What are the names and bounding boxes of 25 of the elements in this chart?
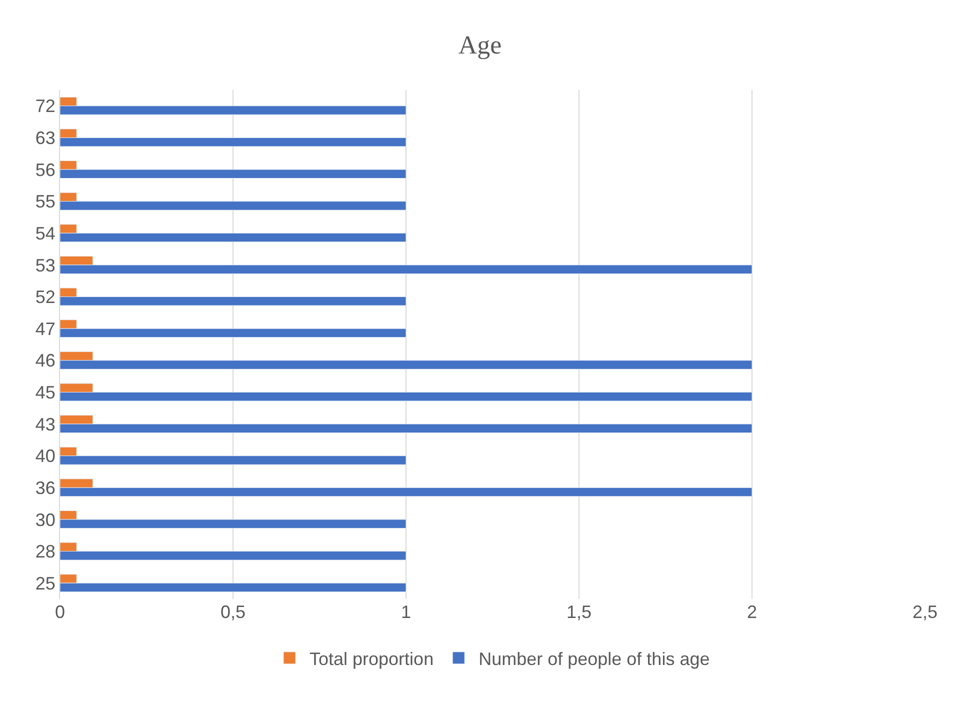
- y-tick-label: 56: [35, 160, 56, 180]
- y-tick-label: 43: [35, 414, 56, 434]
- y-tick-label: 46: [35, 350, 56, 371]
- y-tick-label: 53: [35, 255, 56, 276]
- legend-label: Total proportion: [310, 648, 434, 669]
- y-tick-label: 63: [35, 128, 56, 148]
- x-tick-label: 1: [400, 602, 412, 622]
- x-tick-label: 1,5: [566, 602, 592, 622]
- y-tick-label: 54: [35, 223, 56, 244]
- legend-label: Number of people of this age: [478, 648, 710, 669]
- x-tick-label: 0: [54, 602, 66, 622]
- x-tick-label: 2,5: [912, 602, 938, 622]
- y-tick-label: 36: [35, 478, 56, 498]
- chart-title: Age: [458, 30, 502, 60]
- y-tick-label: 40: [35, 446, 56, 466]
- y-tick-label: 52: [35, 287, 56, 308]
- y-tick-label: 55: [35, 192, 56, 212]
- y-tick-label: 45: [35, 382, 56, 403]
- x-tick-label: 0,5: [220, 602, 246, 622]
- y-tick-label: 28: [35, 542, 56, 562]
- y-tick-label: 47: [35, 318, 56, 339]
- x-tick-label: 2: [746, 602, 758, 622]
- y-tick-label: 25: [35, 573, 56, 594]
- y-tick-label: 30: [35, 510, 56, 530]
- y-tick-label: 72: [35, 96, 56, 116]
